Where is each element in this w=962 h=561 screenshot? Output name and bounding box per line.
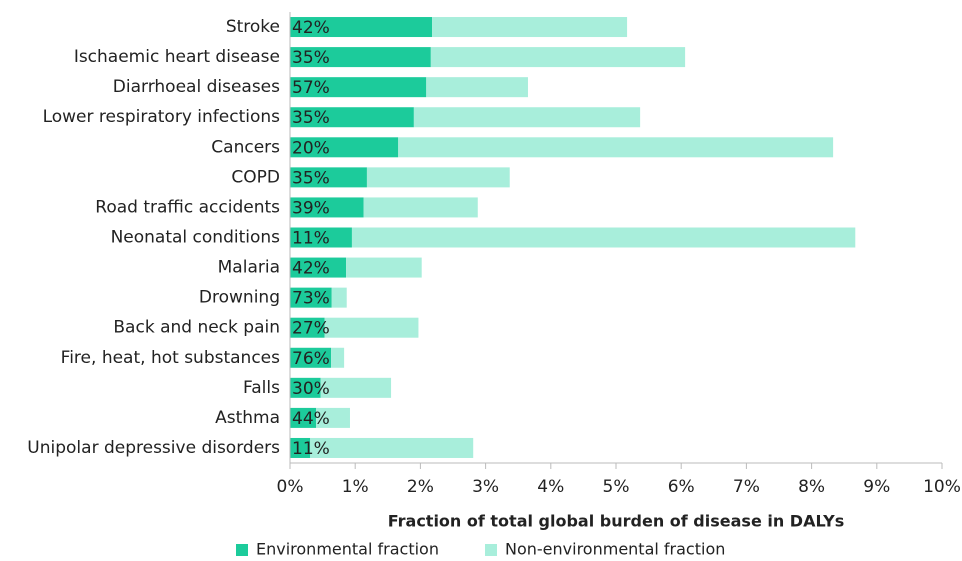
bar-segment bbox=[290, 17, 433, 38]
y-tick-label: Neonatal conditions bbox=[111, 228, 281, 248]
bar-segment bbox=[290, 227, 352, 248]
x-tick-label: 7% bbox=[733, 477, 760, 497]
legend-swatch bbox=[236, 544, 248, 556]
share-label: 42% bbox=[292, 18, 330, 38]
bar-segment bbox=[290, 137, 399, 158]
legend-label: Non-environmental fraction bbox=[505, 540, 725, 559]
bar-segment bbox=[398, 137, 834, 158]
bar-segment bbox=[413, 107, 641, 128]
x-tick-label: 10% bbox=[923, 477, 961, 497]
x-tick-label: 2% bbox=[407, 477, 434, 497]
share-label: 73% bbox=[292, 289, 330, 309]
x-tick-label: 0% bbox=[277, 477, 304, 497]
share-label: 35% bbox=[292, 108, 330, 128]
y-tick-label: Diarrhoeal diseases bbox=[113, 77, 280, 97]
bar-segment bbox=[331, 287, 347, 308]
y-tick-label: Cancers bbox=[211, 137, 280, 157]
bar-segment bbox=[290, 437, 311, 458]
y-tick-label: Lower respiratory infections bbox=[43, 107, 281, 127]
share-label: 30% bbox=[292, 379, 330, 399]
share-label: 27% bbox=[292, 319, 330, 339]
bar-segment bbox=[290, 47, 431, 68]
share-label: 39% bbox=[292, 198, 330, 218]
share-label: 11% bbox=[292, 229, 330, 249]
legend-swatch bbox=[485, 544, 497, 556]
bar-segment bbox=[290, 107, 414, 128]
x-tick-label: 4% bbox=[537, 477, 564, 497]
y-tick-label: Back and neck pain bbox=[113, 318, 280, 338]
bar-segment bbox=[290, 407, 317, 428]
share-label: 76% bbox=[292, 349, 330, 369]
bar-segment bbox=[363, 197, 478, 218]
bar-segment bbox=[290, 77, 427, 98]
bar-segment bbox=[346, 257, 422, 278]
x-tick-label: 3% bbox=[472, 477, 499, 497]
y-tick-label: Stroke bbox=[226, 17, 280, 37]
y-tick-label: Unipolar depressive disorders bbox=[27, 438, 280, 458]
bar-segment bbox=[290, 167, 367, 188]
y-tick-label: Malaria bbox=[218, 258, 280, 278]
x-tick-label: 1% bbox=[342, 477, 369, 497]
x-tick-label: 8% bbox=[798, 477, 825, 497]
legend-label: Environmental fraction bbox=[256, 540, 439, 559]
share-label: 35% bbox=[292, 168, 330, 188]
y-tick-label: Road traffic accidents bbox=[95, 197, 280, 217]
bar-segment bbox=[331, 347, 345, 368]
bar-segment bbox=[290, 347, 332, 368]
y-tick-label: Asthma bbox=[215, 408, 280, 428]
share-label: 11% bbox=[292, 439, 330, 459]
share-label: 42% bbox=[292, 259, 330, 279]
share-label: 57% bbox=[292, 78, 330, 98]
bar-segment bbox=[290, 377, 321, 398]
x-tick-label: 5% bbox=[603, 477, 630, 497]
bar-segment bbox=[290, 287, 332, 308]
bar-segment bbox=[324, 317, 419, 338]
y-tick-label: Drowning bbox=[199, 288, 280, 308]
bar-segment bbox=[290, 257, 347, 278]
x-tick-label: 9% bbox=[863, 477, 890, 497]
y-tick-label: Ischaemic heart disease bbox=[74, 47, 280, 67]
bar-segment bbox=[432, 17, 628, 38]
bar-segment bbox=[290, 317, 325, 338]
share-label: 20% bbox=[292, 138, 330, 158]
bar-segment bbox=[316, 407, 350, 428]
bar-segment bbox=[290, 197, 364, 218]
y-tick-label: Falls bbox=[243, 378, 280, 398]
share-label: 44% bbox=[292, 409, 330, 429]
bar-segment bbox=[310, 437, 474, 458]
x-tick-label: 6% bbox=[668, 477, 695, 497]
bar-segment bbox=[366, 167, 510, 188]
bar-segment bbox=[426, 77, 528, 98]
x-axis-title: Fraction of total global burden of disea… bbox=[388, 512, 845, 531]
y-tick-label: COPD bbox=[231, 167, 280, 187]
share-label: 35% bbox=[292, 48, 330, 68]
bar-segment bbox=[320, 377, 392, 398]
bar-segment bbox=[430, 47, 686, 68]
bar-segment bbox=[351, 227, 856, 248]
y-tick-label: Fire, heat, hot substances bbox=[61, 348, 280, 368]
